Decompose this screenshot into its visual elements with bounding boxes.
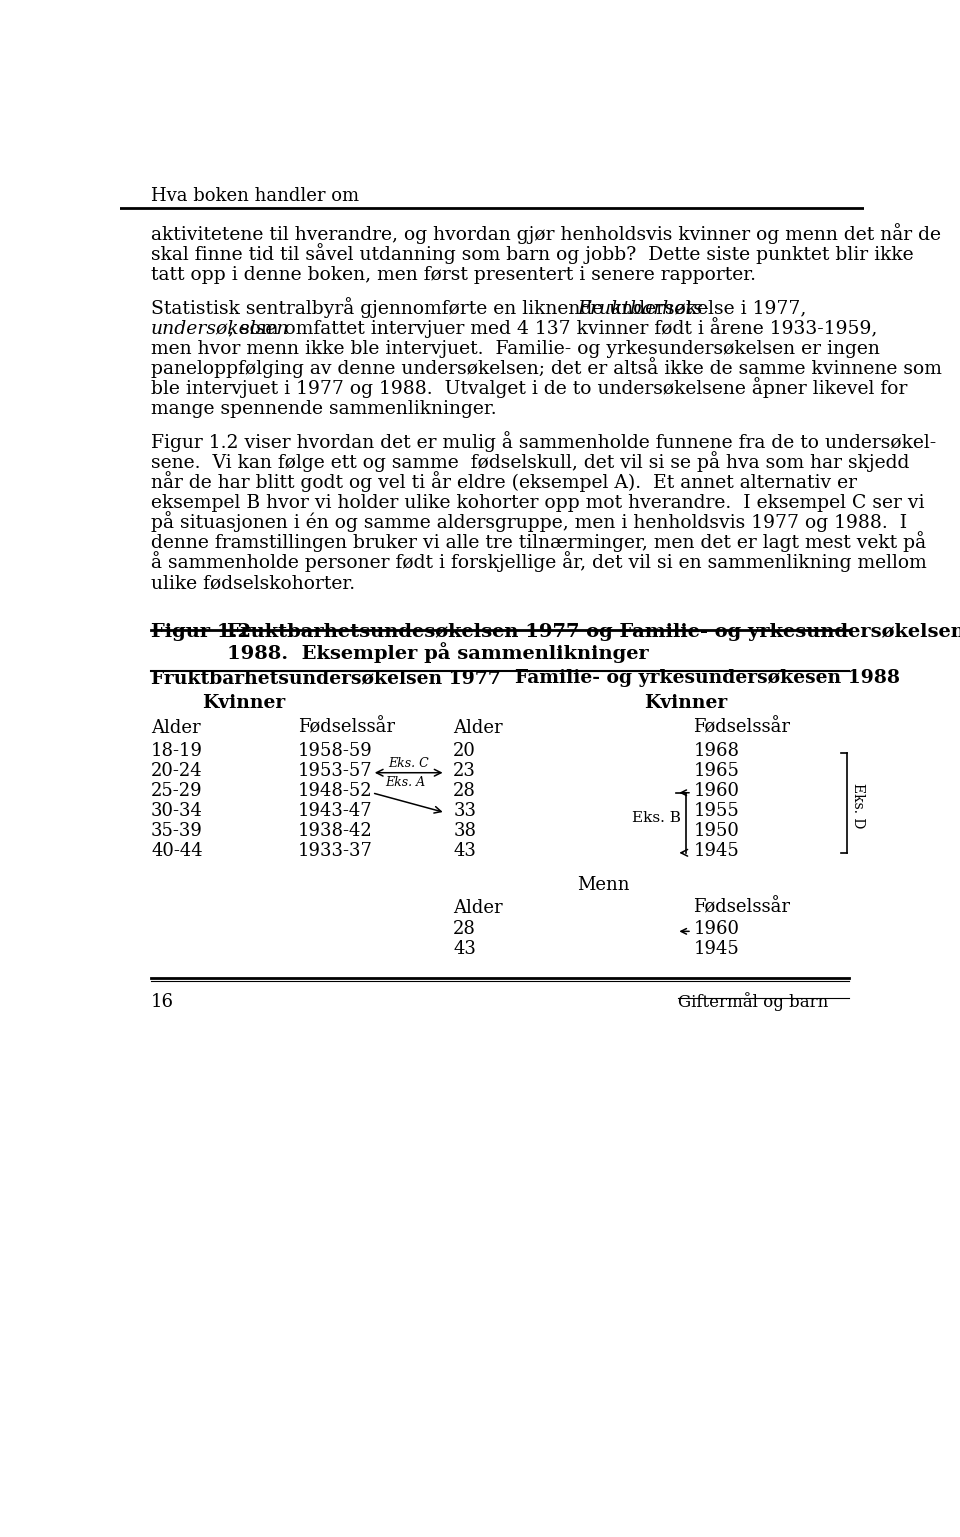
Text: 20-24: 20-24 [151,762,203,779]
Text: 40-44: 40-44 [151,842,203,859]
Text: 1943-47: 1943-47 [299,802,372,819]
Text: 33: 33 [453,802,476,819]
Text: 1968: 1968 [693,742,739,759]
Text: 43: 43 [453,941,476,959]
Text: tatt opp i denne boken, men først presentert i senere rapporter.: tatt opp i denne boken, men først presen… [151,266,756,284]
Text: 16: 16 [151,993,174,1011]
Text: paneloppfølging av denne undersøkelsen; det er altså ikke de samme kvinnene som: paneloppfølging av denne undersøkelsen; … [151,357,942,378]
Text: 1988.  Eksempler på sammenlikninger: 1988. Eksempler på sammenlikninger [227,642,649,662]
Text: ulike fødselskohorter.: ulike fødselskohorter. [151,573,355,592]
Text: Hva boken handler om: Hva boken handler om [151,188,359,206]
Text: Kvinner: Kvinner [644,695,728,712]
Text: 1965: 1965 [693,762,739,779]
Text: Eks. B: Eks. B [632,812,681,825]
Text: Statistisk sentralbyrå gjennomførte en liknende undersøkelse i 1977,: Statistisk sentralbyrå gjennomførte en l… [151,297,812,318]
Text: 43: 43 [453,842,476,859]
Text: Eks. D: Eks. D [851,784,865,828]
Text: Kvinner: Kvinner [203,695,286,712]
Text: Fruktbarhets-: Fruktbarhets- [577,300,709,318]
Text: eksempel B hvor vi holder ulike kohorter opp mot hverandre.  I eksempel C ser vi: eksempel B hvor vi holder ulike kohorter… [151,493,924,512]
Text: 1945: 1945 [693,941,739,959]
Text: å sammenholde personer født i forskjellige år, det vil si en sammenlikning mello: å sammenholde personer født i forskjelli… [151,550,926,572]
Text: ble intervjuet i 1977 og 1988.  Utvalget i de to undersøkelsene åpner likevel fo: ble intervjuet i 1977 og 1988. Utvalget … [151,377,907,398]
Text: 35-39: 35-39 [151,822,203,839]
Text: 23: 23 [453,762,476,779]
Text: 28: 28 [453,782,476,799]
Text: , som omfattet intervjuer med 4 137 kvinner født i årene 1933-1959,: , som omfattet intervjuer med 4 137 kvin… [228,317,877,338]
Text: Figur 1.2.: Figur 1.2. [151,622,258,641]
Text: på situasjonen i én og samme aldersgruppe, men i henholdsvis 1977 og 1988.  I: på situasjonen i én og samme aldersgrupp… [151,510,907,532]
Text: Alder: Alder [453,899,503,918]
Text: når de har blitt godt og vel ti år eldre (eksempel A).  Et annet alternativ er: når de har blitt godt og vel ti år eldre… [151,470,857,492]
Text: Eks. C: Eks. C [388,756,429,770]
Text: skal finne tid til såvel utdanning som barn og jobb?  Dette siste punktet blir i: skal finne tid til såvel utdanning som b… [151,243,914,264]
Text: 1945: 1945 [693,842,739,859]
Text: Fødselssår: Fødselssår [693,719,790,736]
Text: Fødselssår: Fødselssår [299,719,396,736]
Text: 1933-37: 1933-37 [299,842,373,859]
Text: 1938-42: 1938-42 [299,822,373,839]
Text: 1955: 1955 [693,802,739,819]
Text: 25-29: 25-29 [151,782,203,799]
Text: 1953-57: 1953-57 [299,762,372,779]
Text: 1958-59: 1958-59 [299,742,373,759]
Text: 20: 20 [453,742,476,759]
Text: sene.  Vi kan følge ett og samme  fødselskull, det vil si se på hva som har skje: sene. Vi kan følge ett og samme fødselsk… [151,450,909,472]
Text: Fødselssår: Fødselssår [693,899,790,918]
Text: Figur 1.2 viser hvordan det er mulig å sammenholde funnene fra de to undersøkel-: Figur 1.2 viser hvordan det er mulig å s… [151,430,936,452]
Text: 1948-52: 1948-52 [299,782,372,799]
Text: 1950: 1950 [693,822,739,839]
Text: 1960: 1960 [693,921,739,939]
Text: 18-19: 18-19 [151,742,203,759]
Text: Eks. A: Eks. A [385,776,425,788]
Text: Menn: Menn [577,876,630,893]
Text: 38: 38 [453,822,476,839]
Text: denne framstillingen bruker vi alle tre tilnærminger, men det er lagt mest vekt : denne framstillingen bruker vi alle tre … [151,530,926,552]
Text: 30-34: 30-34 [151,802,203,819]
Text: men hvor menn ikke ble intervjuet.  Familie- og yrkesundersøkelsen er ingen: men hvor menn ikke ble intervjuet. Famil… [151,340,880,358]
Text: undersøkelsen: undersøkelsen [151,320,290,338]
Text: Giftermål og barn: Giftermål og barn [678,991,828,1011]
Text: aktivitetene til hverandre, og hvordan gjør henholdsvis kvinner og menn det når : aktivitetene til hverandre, og hvordan g… [151,223,941,244]
Text: 1960: 1960 [693,782,739,799]
Text: Alder: Alder [453,719,503,736]
Text: 28: 28 [453,921,476,939]
Text: Fruktbarhetsundersøkelsen 1977: Fruktbarhetsundersøkelsen 1977 [151,670,501,687]
Text: mange spennende sammenlikninger.: mange spennende sammenlikninger. [151,400,496,418]
Text: Fruktbarhetsundesøkelsen 1977 og Familie- og yrkesundersøkelsen: Fruktbarhetsundesøkelsen 1977 og Familie… [227,622,960,641]
Text: Familie- og yrkesundersøkesen 1988: Familie- og yrkesundersøkesen 1988 [516,670,900,687]
Text: Alder: Alder [151,719,201,736]
